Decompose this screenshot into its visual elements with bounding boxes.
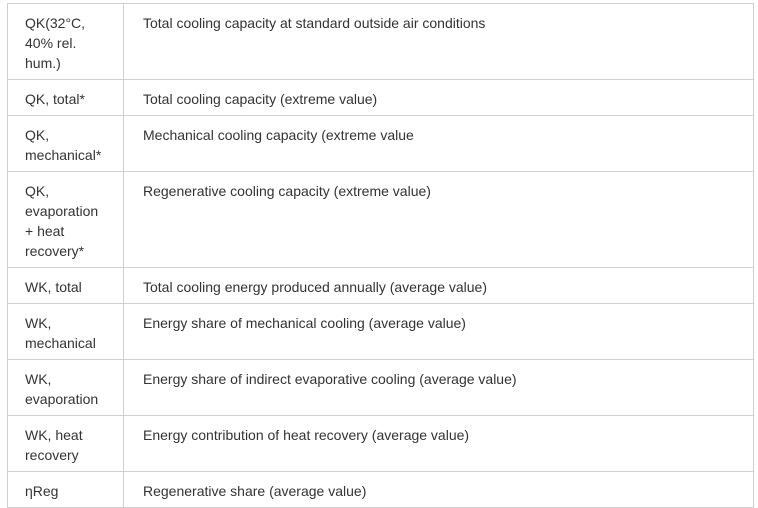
description-cell: Regenerative cooling capacity (extreme v… [123,171,754,268]
definitions-table: QK(32°C, 40% rel. hum.) Total cooling ca… [7,3,754,508]
term-line: WK, total [25,279,82,295]
description-cell: Mechanical cooling capacity (extreme val… [123,115,754,172]
term-line: WK, heat [25,427,83,443]
term-cell: ηReg [7,471,124,508]
term-line: recovery* [25,243,85,259]
table-row: QK, evaporation + heat recovery* Regener… [7,171,754,268]
description-cell: Total cooling energy produced annually (… [123,267,754,304]
term-cell: WK, mechanical [7,303,124,360]
term-line: 40% rel. [25,35,77,51]
table-row: QK, total* Total cooling capacity (extre… [7,79,754,116]
term-cell: WK, total [7,267,124,304]
term-line: hum.) [25,55,61,71]
table-row: WK, evaporation Energy share of indirect… [7,359,754,416]
term-cell: QK, mechanical* [7,115,124,172]
term-line: ηReg [25,483,59,499]
term-cell: WK, heat recovery [7,415,124,472]
term-line: evaporation [25,203,99,219]
term-line: recovery [25,447,79,463]
table-row: ηReg Regenerative share (average value) [7,471,754,508]
description-cell: Total cooling capacity (extreme value) [123,79,754,116]
term-cell: QK(32°C, 40% rel. hum.) [7,3,124,80]
description-cell: Energy contribution of heat recovery (av… [123,415,754,472]
term-line: + heat [25,223,65,239]
term-line: WK, [25,371,52,387]
term-line: QK, total* [25,91,85,107]
term-line: QK(32°C, [25,15,86,31]
table-row: QK(32°C, 40% rel. hum.) Total cooling ca… [7,3,754,80]
term-cell: QK, evaporation + heat recovery* [7,171,124,268]
term-line: mechanical [25,335,96,351]
term-line: mechanical* [25,147,102,163]
description-cell: Regenerative share (average value) [123,471,754,508]
term-line: WK, [25,315,52,331]
table-row: WK, heat recovery Energy contribution of… [7,415,754,472]
table-row: WK, mechanical Energy share of mechanica… [7,303,754,360]
term-line: evaporation [25,391,99,407]
definitions-table-body: QK(32°C, 40% rel. hum.) Total cooling ca… [7,3,754,508]
table-row: QK, mechanical* Mechanical cooling capac… [7,115,754,172]
term-cell: WK, evaporation [7,359,124,416]
description-cell: Energy share of indirect evaporative coo… [123,359,754,416]
table-row: WK, total Total cooling energy produced … [7,267,754,304]
description-cell: Energy share of mechanical cooling (aver… [123,303,754,360]
term-line: QK, [25,183,50,199]
description-cell: Total cooling capacity at standard outsi… [123,3,754,80]
term-line: QK, [25,127,50,143]
term-cell: QK, total* [7,79,124,116]
